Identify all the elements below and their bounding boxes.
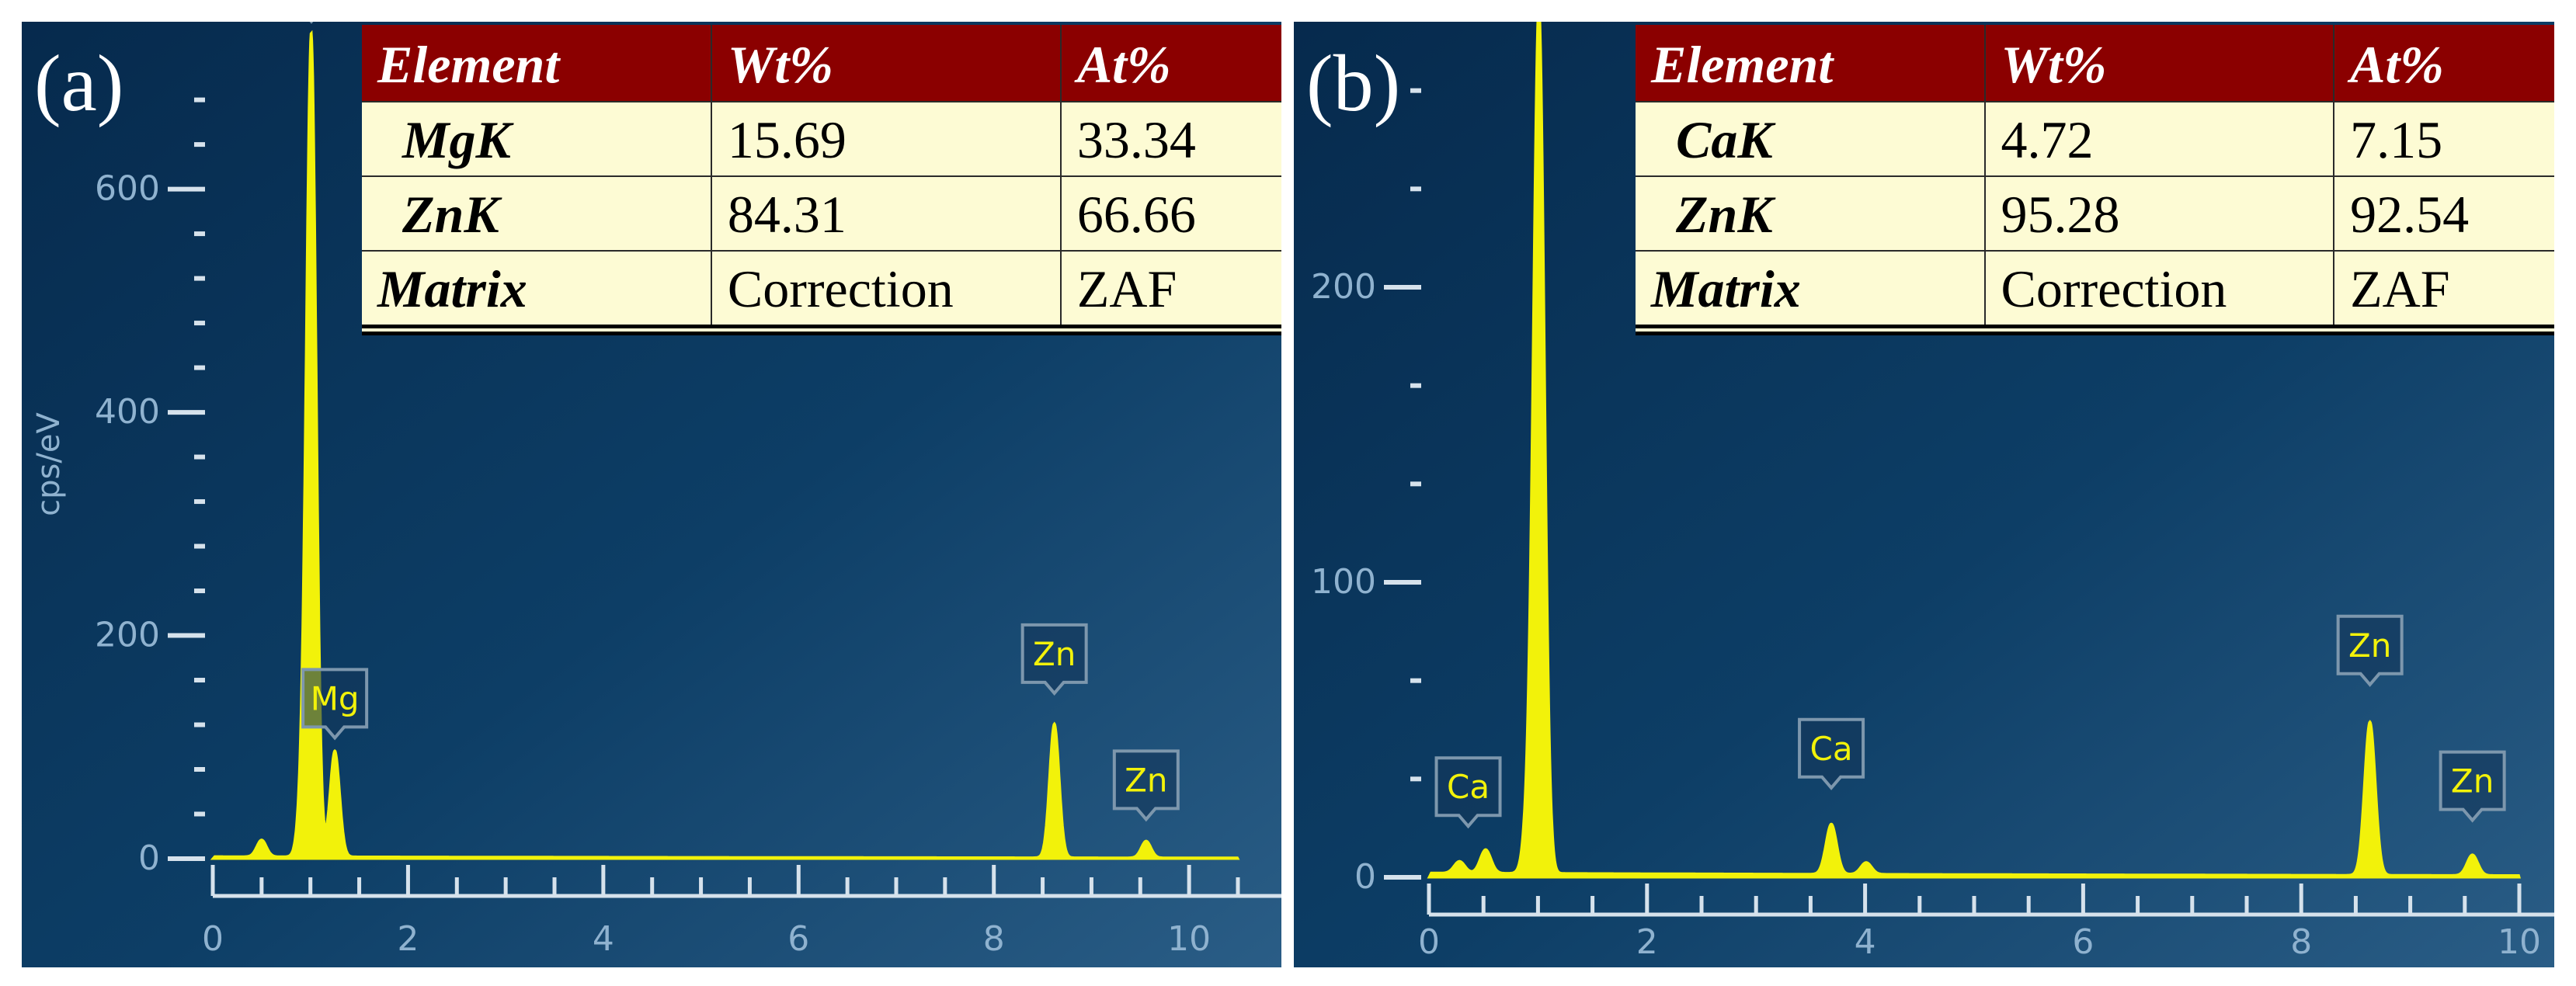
x-tick-label: 10 <box>2498 922 2541 962</box>
y-tick-label: 600 <box>95 169 160 209</box>
peak-label-zn: Zn <box>1020 623 1088 696</box>
peak-label-box <box>2439 750 2506 823</box>
spectrum-series <box>210 30 1240 860</box>
x-tick-label: 4 <box>593 919 614 959</box>
peak-label-box <box>1112 749 1180 822</box>
table-row: Matrix Correction ZAF <box>1636 250 2554 330</box>
table-row: ZnK 95.28 92.54 <box>1636 175 2554 251</box>
cell-at: ZAF <box>1060 250 1281 330</box>
cell-wt: 15.69 <box>711 101 1062 176</box>
x-tick-label: 6 <box>787 919 809 959</box>
y-tick-label: 200 <box>1311 267 1376 307</box>
peak-label-box <box>2336 614 2404 687</box>
cell-element: ZnK <box>362 175 712 251</box>
composition-table-a: Element Wt% At% MgK 15.69 33.34 ZnK 84.3… <box>362 25 1281 335</box>
peak-label-box <box>1798 717 1865 790</box>
x-tick-label: 2 <box>397 919 419 959</box>
peak-label-mg: Mg <box>301 668 369 741</box>
x-tick-label: 8 <box>2290 922 2312 962</box>
cell-at: 92.54 <box>2334 175 2554 251</box>
panel-label-b: (b) <box>1306 39 1401 128</box>
peak-label-box <box>1020 623 1088 696</box>
y-tick-label: 0 <box>138 838 160 878</box>
spectrum-panel-b: 01002000246810CaZnCaZnZn (b) Element Wt%… <box>1294 22 2554 967</box>
y-tick-label: 100 <box>1311 562 1376 602</box>
peak-label-text: Zn <box>1033 635 1076 673</box>
x-tick-label: 4 <box>1855 922 1876 962</box>
spectrum-series <box>1427 22 2521 879</box>
y-tick-label: 400 <box>95 392 160 432</box>
header-element: Element <box>362 25 712 102</box>
peak-label-zn: Zn <box>2439 750 2506 823</box>
cell-element: CaK <box>1636 101 1986 176</box>
cell-at: 7.15 <box>2334 101 2554 176</box>
header-wt: Wt% <box>1984 25 2335 102</box>
peak-label-text: Zn <box>1125 761 1167 799</box>
y-tick-label: 200 <box>95 616 160 655</box>
peak-label-text: Zn <box>2348 627 2391 665</box>
cell-element: Matrix <box>362 250 712 330</box>
header-wt: Wt% <box>711 25 1062 102</box>
peak-label-ca: Ca <box>1798 717 1865 790</box>
x-tick-label: 10 <box>1167 919 1211 959</box>
peak-label-text: Mg <box>311 679 360 717</box>
peak-label-text: Ca <box>1810 730 1853 768</box>
x-tick-label: 8 <box>983 919 1005 959</box>
peak-label-text: Ca <box>1447 768 1490 806</box>
table-row: MgK 15.69 33.34 <box>362 101 1281 176</box>
cell-at: 66.66 <box>1060 175 1281 251</box>
x-tick-label: 0 <box>1418 922 1440 962</box>
table-header-row: Element Wt% At% <box>1636 25 2554 102</box>
y-tick-label: 0 <box>1354 857 1376 897</box>
peak-label-zn: Zn <box>2336 614 2404 687</box>
peak-label-ca: Ca <box>1434 756 1502 829</box>
table-header-row: Element Wt% At% <box>362 25 1281 102</box>
cell-element: Matrix <box>1636 250 1986 330</box>
peak-label-box <box>301 668 369 741</box>
cell-wt: Correction <box>1984 250 2335 330</box>
cell-wt: 84.31 <box>711 175 1062 251</box>
cell-at: 33.34 <box>1060 101 1281 176</box>
cell-at: ZAF <box>2334 250 2554 330</box>
header-at: At% <box>2334 25 2554 102</box>
x-tick-label: 6 <box>2072 922 2094 962</box>
peak-label-zn: Zn <box>1112 749 1180 822</box>
panel-label-a: (a) <box>34 39 124 128</box>
cell-wt: Correction <box>711 250 1062 330</box>
peak-label-box <box>1434 756 1502 829</box>
peak-label-text: Zn <box>2451 762 2494 800</box>
table-row: CaK 4.72 7.15 <box>1636 101 2554 176</box>
header-at: At% <box>1060 25 1281 102</box>
x-tick-label: 2 <box>1636 922 1658 962</box>
cell-element: MgK <box>362 101 712 176</box>
y-axis-label: cps/eV <box>31 412 67 516</box>
x-tick-label: 0 <box>202 919 224 959</box>
header-element: Element <box>1636 25 1986 102</box>
composition-table-b: Element Wt% At% CaK 4.72 7.15 ZnK 95.28 … <box>1636 25 2554 335</box>
cell-wt: 4.72 <box>1984 101 2335 176</box>
table-row: Matrix Correction ZAF <box>362 250 1281 330</box>
cell-element: ZnK <box>1636 175 1986 251</box>
cell-wt: 95.28 <box>1984 175 2335 251</box>
table-row: ZnK 84.31 66.66 <box>362 175 1281 251</box>
